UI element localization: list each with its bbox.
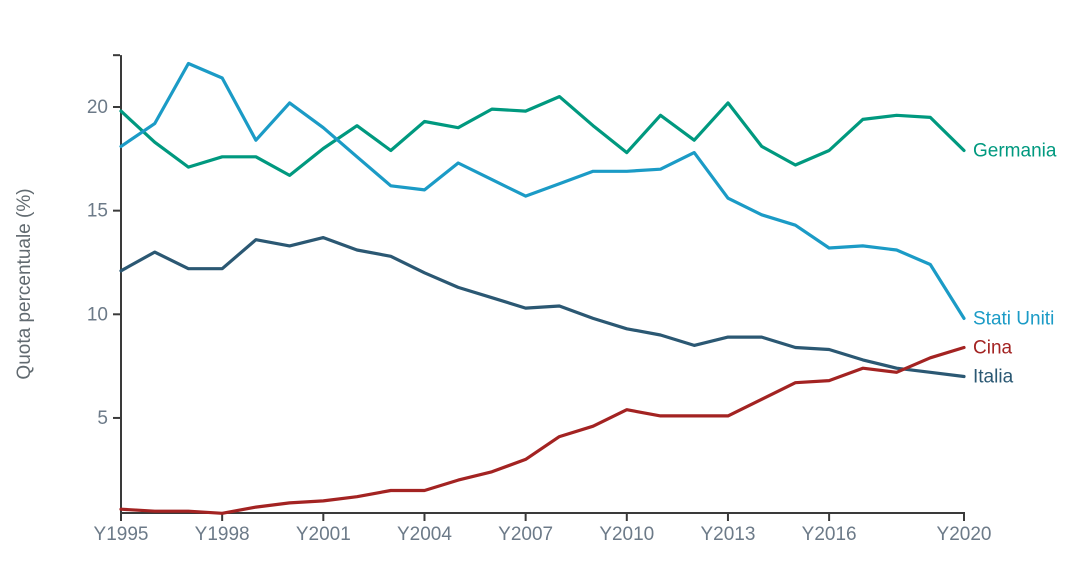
y-tick-label: 10 bbox=[87, 304, 108, 325]
series-label-germania: Germania bbox=[973, 141, 1057, 162]
series-line-germania bbox=[119, 94, 966, 177]
x-tick-label: Y2001 bbox=[296, 524, 351, 545]
x-tick-label: Y1995 bbox=[94, 524, 149, 545]
series-label-italia: Italia bbox=[973, 366, 1014, 387]
x-tick-label: Y2004 bbox=[397, 524, 452, 545]
x-tick-label: Y2007 bbox=[498, 524, 553, 545]
series-line-italia bbox=[119, 236, 966, 379]
x-tick-label: Y2016 bbox=[802, 524, 857, 545]
y-tick-label: 5 bbox=[97, 408, 108, 429]
x-tick-label: Y2010 bbox=[599, 524, 654, 545]
y-axis-title: Quota percentuale (%) bbox=[14, 188, 35, 379]
x-tick-label: Y1998 bbox=[195, 524, 250, 545]
series-line-stati-uniti bbox=[119, 61, 966, 320]
y-tick-label: 20 bbox=[87, 97, 108, 118]
x-tick-label: Y2013 bbox=[700, 524, 755, 545]
series-line-cina bbox=[119, 345, 966, 515]
series-label-cina: Cina bbox=[973, 337, 1013, 358]
series-label-stati-uniti: Stati Uniti bbox=[973, 308, 1054, 329]
y-tick-label: 15 bbox=[87, 201, 108, 222]
x-tick-label: Y2020 bbox=[937, 524, 992, 545]
